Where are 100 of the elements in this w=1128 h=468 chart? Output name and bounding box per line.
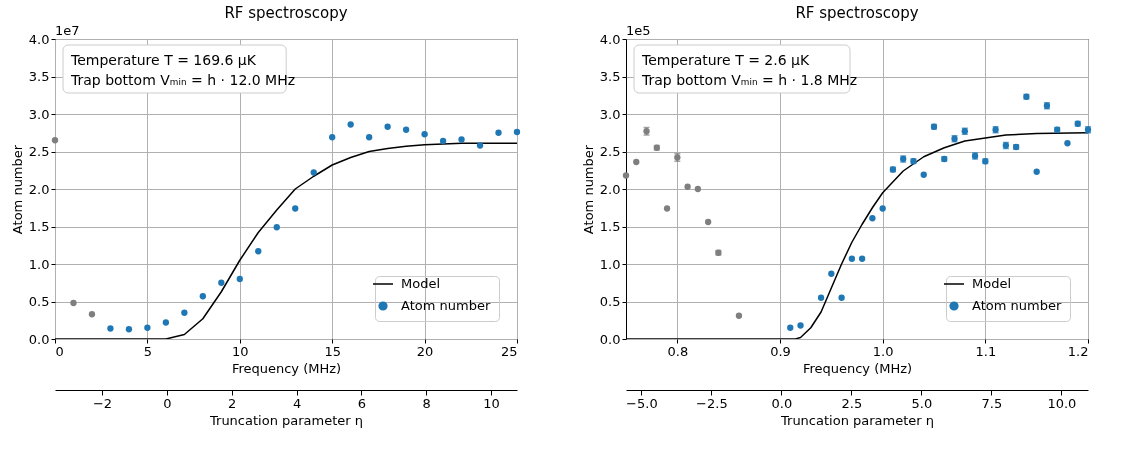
chart-title: RF spectroscopy bbox=[224, 4, 348, 22]
point bbox=[869, 215, 876, 222]
point bbox=[384, 123, 391, 130]
y-tick-label: 0.5 bbox=[28, 294, 50, 309]
annotation: Trap bottom Vₘᵢₙ = h · 1.8 MHz bbox=[641, 72, 858, 88]
point bbox=[51, 137, 59, 144]
x-tick-label: 20 bbox=[416, 343, 434, 359]
legend-label: Atom number bbox=[401, 298, 491, 313]
x2-tick-label: 10 bbox=[483, 395, 500, 411]
point bbox=[366, 134, 373, 141]
x-tick-label: 1.1 bbox=[975, 343, 997, 359]
point bbox=[694, 185, 702, 193]
y-tick-label: 2.0 bbox=[599, 181, 621, 197]
y-tick-label: 2.5 bbox=[28, 144, 50, 159]
point bbox=[218, 279, 225, 286]
legend-label: Model bbox=[401, 276, 441, 291]
point bbox=[402, 126, 410, 133]
x2-tick-label: 10.0 bbox=[1047, 395, 1077, 411]
annotation: Temperature T = 169.6 µK bbox=[70, 52, 257, 68]
y-tick-label: 3.0 bbox=[28, 106, 50, 122]
y-tick-label: 3.5 bbox=[599, 69, 621, 84]
x2-tick-label: 0 bbox=[163, 395, 172, 411]
y-tick-label: 4.0 bbox=[28, 31, 50, 47]
y-tick-label: 1.5 bbox=[599, 219, 621, 234]
x2-tick-label: 2.5 bbox=[841, 395, 863, 411]
y-axis-title: Atom number bbox=[580, 144, 596, 235]
point bbox=[858, 255, 866, 262]
x2-tick-label: 2 bbox=[228, 395, 237, 411]
chart-title: RF spectroscopy bbox=[795, 4, 919, 22]
x-tick-label: 1.0 bbox=[872, 343, 894, 359]
point bbox=[663, 205, 671, 212]
point bbox=[70, 299, 77, 307]
point bbox=[458, 136, 465, 143]
point bbox=[704, 218, 712, 226]
x-axis-title: Frequency (MHz) bbox=[231, 360, 342, 376]
point bbox=[735, 312, 743, 319]
point bbox=[347, 121, 354, 128]
point bbox=[476, 142, 484, 149]
point bbox=[199, 293, 206, 300]
point bbox=[838, 294, 845, 301]
y-tick-label: 0.0 bbox=[28, 331, 50, 347]
point bbox=[879, 205, 886, 212]
x-axis-title: Frequency (MHz) bbox=[802, 360, 913, 376]
x2-tick-label: −5.0 bbox=[626, 395, 658, 411]
point bbox=[817, 294, 825, 301]
point bbox=[684, 183, 691, 190]
y-tick-label: 3.0 bbox=[599, 106, 621, 122]
point bbox=[1064, 140, 1071, 147]
point bbox=[162, 319, 170, 326]
legend-label: Model bbox=[972, 276, 1012, 291]
x2-axis-title: Truncation parameter η bbox=[208, 412, 364, 428]
point bbox=[920, 171, 927, 178]
point bbox=[787, 324, 794, 331]
x-tick-label: 0 bbox=[55, 343, 64, 359]
point bbox=[828, 270, 835, 277]
x2-tick-label: 0.0 bbox=[771, 395, 793, 411]
y-tick-label: 1.0 bbox=[28, 256, 50, 272]
point bbox=[513, 128, 521, 136]
y-tick-label: 0.5 bbox=[599, 294, 621, 309]
x2-tick-label: −2.5 bbox=[696, 395, 728, 411]
point bbox=[144, 324, 151, 331]
y-tick-label: 4.0 bbox=[599, 31, 621, 47]
point bbox=[421, 131, 428, 138]
point bbox=[255, 248, 262, 255]
point bbox=[633, 158, 640, 166]
x2-tick-label: 8 bbox=[422, 395, 431, 411]
x-tick-label: 15 bbox=[324, 343, 341, 359]
annotation: Temperature T = 2.6 µK bbox=[641, 52, 810, 68]
point bbox=[622, 172, 630, 179]
point bbox=[292, 205, 299, 212]
x-tick-label: 10 bbox=[232, 343, 249, 359]
x2-axis-title: Truncation parameter η bbox=[779, 412, 935, 428]
point bbox=[495, 129, 502, 136]
point bbox=[848, 255, 856, 262]
x-tick-label: 25 bbox=[500, 343, 518, 359]
y-tick-label: 1.5 bbox=[28, 219, 50, 234]
point bbox=[125, 326, 133, 333]
point bbox=[797, 322, 804, 329]
x2-tick-label: 5.0 bbox=[911, 395, 933, 411]
x2-tick-label: −2 bbox=[92, 395, 113, 411]
text: 1e7 bbox=[55, 23, 80, 38]
point bbox=[181, 309, 188, 316]
y-axis-title: Atom number bbox=[9, 144, 25, 235]
y-tick-label: 2.5 bbox=[599, 144, 621, 159]
y-tick-label: 3.5 bbox=[28, 69, 50, 84]
y-tick-label: 0.0 bbox=[599, 331, 621, 347]
x2-tick-label: 4 bbox=[292, 395, 302, 411]
point bbox=[439, 137, 447, 145]
legend-label: Atom number bbox=[972, 298, 1062, 313]
x-tick-label: 0.8 bbox=[667, 343, 689, 359]
x2-tick-label: 6 bbox=[357, 395, 367, 411]
y-tick-label: 2.0 bbox=[28, 181, 50, 197]
annotation: Trap bottom Vₘᵢₙ = h · 12.0 MHz bbox=[70, 72, 296, 88]
text: 1e5 bbox=[626, 23, 651, 38]
point bbox=[107, 325, 114, 332]
x-tick-label: 0.9 bbox=[770, 343, 791, 359]
point bbox=[236, 275, 243, 283]
x2-tick-label: 7.5 bbox=[981, 395, 1003, 411]
y-tick-label: 1.0 bbox=[599, 256, 621, 272]
x-tick-label: 1.2 bbox=[1067, 343, 1089, 359]
